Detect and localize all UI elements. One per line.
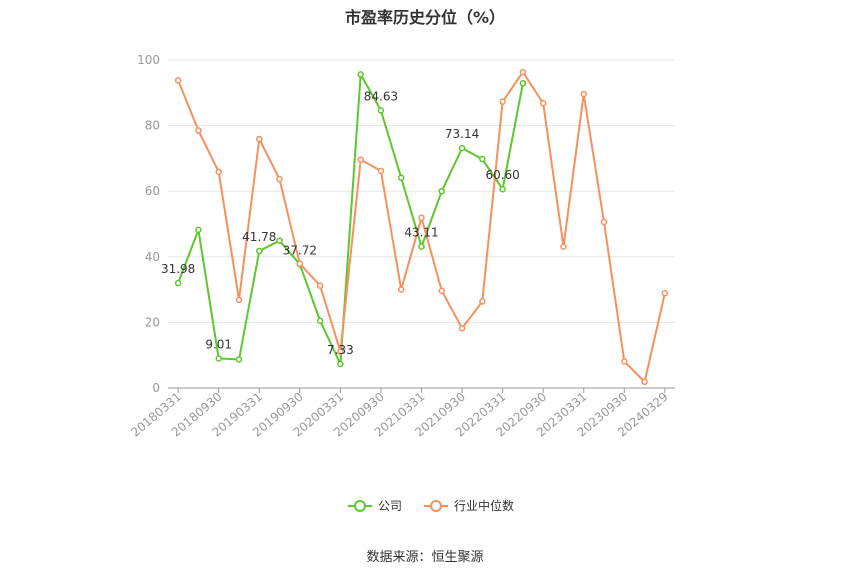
data-point bbox=[560, 243, 567, 250]
data-point bbox=[519, 68, 527, 76]
data-point bbox=[641, 378, 648, 386]
data-point bbox=[600, 218, 608, 226]
data-point bbox=[621, 358, 628, 365]
data-point bbox=[215, 355, 222, 362]
data-point bbox=[256, 135, 263, 143]
y-tick-label: 0 bbox=[152, 381, 160, 395]
data-label: 37.72 bbox=[283, 243, 317, 257]
legend-marker bbox=[430, 500, 442, 512]
data-label: 60.60 bbox=[485, 168, 519, 182]
data-point bbox=[195, 226, 202, 234]
data-label: 41.78 bbox=[242, 230, 276, 244]
data-point bbox=[397, 286, 405, 293]
y-tick-label: 20 bbox=[145, 315, 160, 329]
data-point bbox=[337, 348, 344, 355]
data-source: 数据来源：恒生聚源 bbox=[366, 550, 484, 565]
data-point bbox=[539, 100, 547, 107]
data-point bbox=[316, 282, 324, 289]
data-point bbox=[519, 80, 527, 87]
data-label: 43.11 bbox=[404, 226, 438, 240]
y-tick-label: 80 bbox=[145, 119, 160, 133]
data-point bbox=[397, 174, 405, 182]
data-point bbox=[418, 243, 425, 250]
data-point bbox=[479, 298, 486, 305]
legend-label: 公司 bbox=[378, 499, 402, 513]
data-point bbox=[174, 77, 182, 84]
data-point bbox=[256, 247, 263, 255]
y-tick-label: 100 bbox=[137, 53, 160, 67]
data-point bbox=[276, 175, 283, 183]
legend-item-0: 公司 bbox=[348, 499, 402, 513]
data-point bbox=[458, 325, 466, 332]
data-point bbox=[580, 90, 587, 98]
data-label: 31.98 bbox=[161, 262, 195, 276]
data-point bbox=[479, 155, 486, 163]
data-point bbox=[661, 289, 669, 297]
data-point bbox=[357, 156, 364, 163]
data-point bbox=[235, 356, 243, 363]
data-point bbox=[357, 71, 364, 78]
data-point bbox=[316, 317, 324, 325]
data-point bbox=[438, 187, 446, 195]
data-point bbox=[195, 127, 202, 134]
data-point bbox=[174, 279, 182, 287]
data-point bbox=[418, 214, 425, 222]
data-point bbox=[215, 168, 222, 176]
data-point bbox=[235, 296, 243, 304]
data-point bbox=[499, 185, 506, 193]
data-label: 9.01 bbox=[205, 337, 232, 351]
y-tick-label: 40 bbox=[145, 250, 160, 264]
legend-item-1: 行业中位数 bbox=[424, 498, 514, 513]
y-tick-label: 60 bbox=[145, 184, 160, 198]
data-point bbox=[296, 260, 304, 267]
data-point bbox=[377, 107, 385, 114]
legend-label: 行业中位数 bbox=[454, 498, 514, 513]
data-point bbox=[438, 287, 446, 295]
series-line-0 bbox=[177, 73, 524, 365]
data-point bbox=[337, 360, 344, 368]
data-label: 73.14 bbox=[445, 127, 479, 141]
data-label: 84.63 bbox=[364, 89, 398, 103]
data-point bbox=[377, 167, 385, 175]
legend-marker bbox=[354, 500, 366, 512]
data-point bbox=[458, 144, 466, 152]
data-point bbox=[276, 237, 283, 244]
data-label: 7.33 bbox=[327, 343, 354, 357]
data-point bbox=[499, 98, 506, 105]
chart-title: 市盈率历史分位（%） bbox=[344, 8, 506, 27]
